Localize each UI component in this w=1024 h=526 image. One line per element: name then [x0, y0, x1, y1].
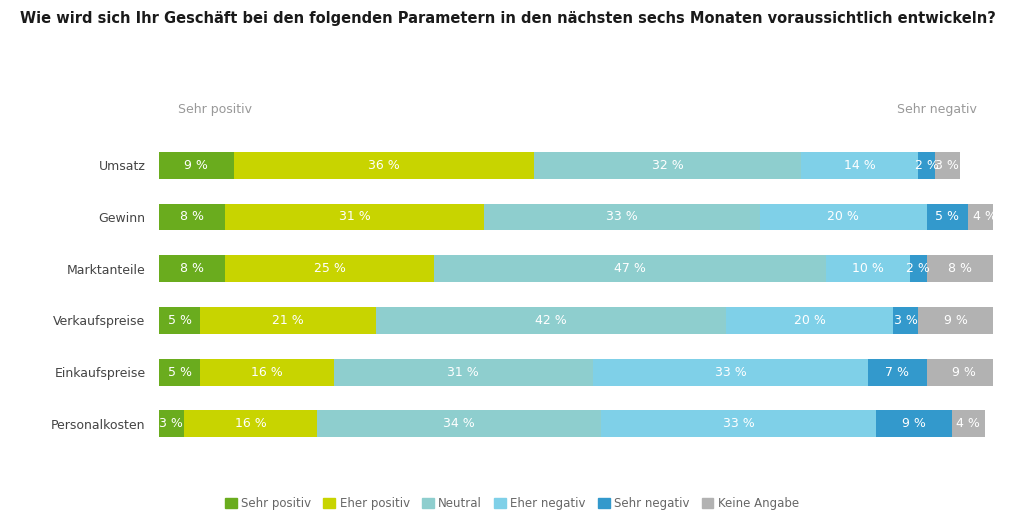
- Text: 3 %: 3 %: [894, 314, 918, 327]
- Bar: [927, 255, 993, 282]
- Text: 42 %: 42 %: [536, 314, 567, 327]
- Text: 21 %: 21 %: [272, 314, 304, 327]
- Bar: [802, 152, 919, 179]
- Text: 4 %: 4 %: [956, 418, 980, 430]
- Bar: [601, 410, 877, 437]
- Bar: [593, 359, 868, 386]
- Bar: [868, 359, 927, 386]
- Text: 34 %: 34 %: [443, 418, 475, 430]
- Bar: [877, 410, 951, 437]
- Bar: [201, 359, 334, 386]
- Bar: [159, 204, 225, 230]
- Bar: [484, 204, 760, 230]
- Bar: [969, 204, 1001, 230]
- Bar: [317, 410, 601, 437]
- Text: 9 %: 9 %: [944, 314, 968, 327]
- Text: 20 %: 20 %: [794, 314, 825, 327]
- Bar: [826, 255, 909, 282]
- Bar: [760, 204, 927, 230]
- Text: 10 %: 10 %: [852, 262, 884, 275]
- Text: 47 %: 47 %: [614, 262, 646, 275]
- Bar: [927, 359, 1001, 386]
- Text: 14 %: 14 %: [844, 159, 876, 171]
- Bar: [159, 359, 201, 386]
- Text: 20 %: 20 %: [827, 210, 859, 224]
- Text: 31 %: 31 %: [339, 210, 371, 224]
- Bar: [159, 410, 183, 437]
- Text: 32 %: 32 %: [652, 159, 684, 171]
- Text: 3 %: 3 %: [936, 159, 959, 171]
- Legend: Sehr positiv, Eher positiv, Neutral, Eher negativ, Sehr negativ, Keine Angabe: Sehr positiv, Eher positiv, Neutral, Ehe…: [220, 492, 804, 515]
- Bar: [535, 152, 802, 179]
- Bar: [376, 307, 726, 334]
- Text: 3 %: 3 %: [160, 418, 183, 430]
- Bar: [951, 410, 985, 437]
- Bar: [201, 307, 376, 334]
- Text: Sehr negativ: Sehr negativ: [897, 103, 977, 116]
- Bar: [909, 255, 927, 282]
- Bar: [159, 307, 201, 334]
- Text: 36 %: 36 %: [369, 159, 400, 171]
- Text: 33 %: 33 %: [723, 418, 755, 430]
- Text: 33 %: 33 %: [606, 210, 638, 224]
- Text: 25 %: 25 %: [314, 262, 346, 275]
- Text: 9 %: 9 %: [184, 159, 208, 171]
- Text: 4 %: 4 %: [973, 210, 997, 224]
- Bar: [919, 307, 993, 334]
- Bar: [225, 204, 484, 230]
- Text: 5 %: 5 %: [935, 210, 959, 224]
- Text: 9 %: 9 %: [952, 366, 976, 379]
- Text: Sehr positiv: Sehr positiv: [178, 103, 252, 116]
- Text: 16 %: 16 %: [251, 366, 283, 379]
- Bar: [183, 410, 317, 437]
- Text: 9 %: 9 %: [902, 418, 926, 430]
- Text: 8 %: 8 %: [180, 210, 204, 224]
- Text: Wie wird sich Ihr Geschäft bei den folgenden Parametern in den nächsten sechs Mo: Wie wird sich Ihr Geschäft bei den folge…: [20, 11, 996, 26]
- Bar: [726, 307, 893, 334]
- Text: 8 %: 8 %: [948, 262, 972, 275]
- Text: 33 %: 33 %: [715, 366, 746, 379]
- Text: 5 %: 5 %: [168, 314, 191, 327]
- Text: 16 %: 16 %: [234, 418, 266, 430]
- Bar: [159, 255, 225, 282]
- Text: 2 %: 2 %: [914, 159, 938, 171]
- Bar: [927, 204, 969, 230]
- Bar: [893, 307, 919, 334]
- Text: 5 %: 5 %: [168, 366, 191, 379]
- Bar: [919, 152, 935, 179]
- Bar: [434, 255, 826, 282]
- Bar: [334, 359, 593, 386]
- Text: 2 %: 2 %: [906, 262, 930, 275]
- Text: 8 %: 8 %: [180, 262, 204, 275]
- Bar: [159, 152, 233, 179]
- Text: 7 %: 7 %: [886, 366, 909, 379]
- Bar: [233, 152, 535, 179]
- Bar: [935, 152, 959, 179]
- Bar: [225, 255, 434, 282]
- Text: 31 %: 31 %: [447, 366, 479, 379]
